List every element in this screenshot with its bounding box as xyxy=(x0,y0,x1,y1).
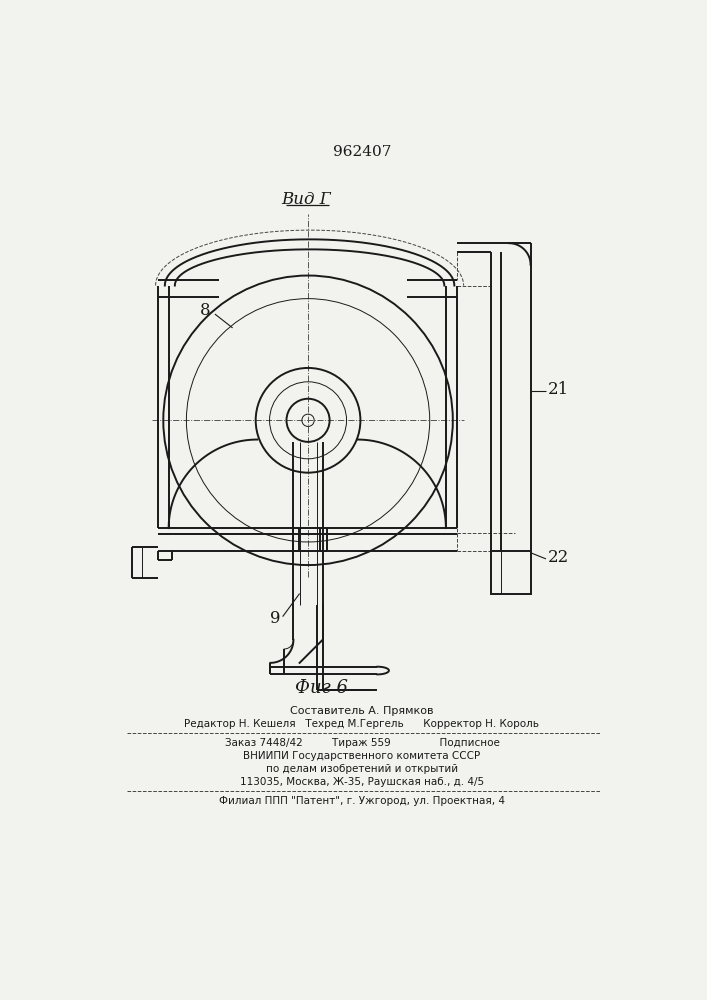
Text: Вид Г: Вид Г xyxy=(281,191,331,208)
Text: 9: 9 xyxy=(269,610,280,627)
Text: Заказ 7448/42         Тираж 559               Подписное: Заказ 7448/42 Тираж 559 Подписное xyxy=(225,738,499,748)
Text: Филиал ППП "Патент", г. Ужгород, ул. Проектная, 4: Филиал ППП "Патент", г. Ужгород, ул. Про… xyxy=(219,796,505,806)
Text: 962407: 962407 xyxy=(333,145,391,159)
Text: 21: 21 xyxy=(547,381,568,398)
Text: ВНИИПИ Государственного комитета СССР: ВНИИПИ Государственного комитета СССР xyxy=(243,751,481,761)
Bar xyxy=(491,551,530,594)
Text: 8: 8 xyxy=(200,302,211,319)
Text: 22: 22 xyxy=(547,549,568,566)
Text: Составитель А. Прямков: Составитель А. Прямков xyxy=(290,706,433,716)
Text: по делам изобретений и открытий: по делам изобретений и открытий xyxy=(266,764,458,774)
Text: Фиг 6: Фиг 6 xyxy=(295,679,348,697)
Text: Редактор Н. Кешеля   Техред М.Гергель      Корректор Н. Король: Редактор Н. Кешеля Техред М.Гергель Корр… xyxy=(185,719,539,729)
Text: 113035, Москва, Ж-35, Раушская наб., д. 4/5: 113035, Москва, Ж-35, Раушская наб., д. … xyxy=(240,777,484,787)
